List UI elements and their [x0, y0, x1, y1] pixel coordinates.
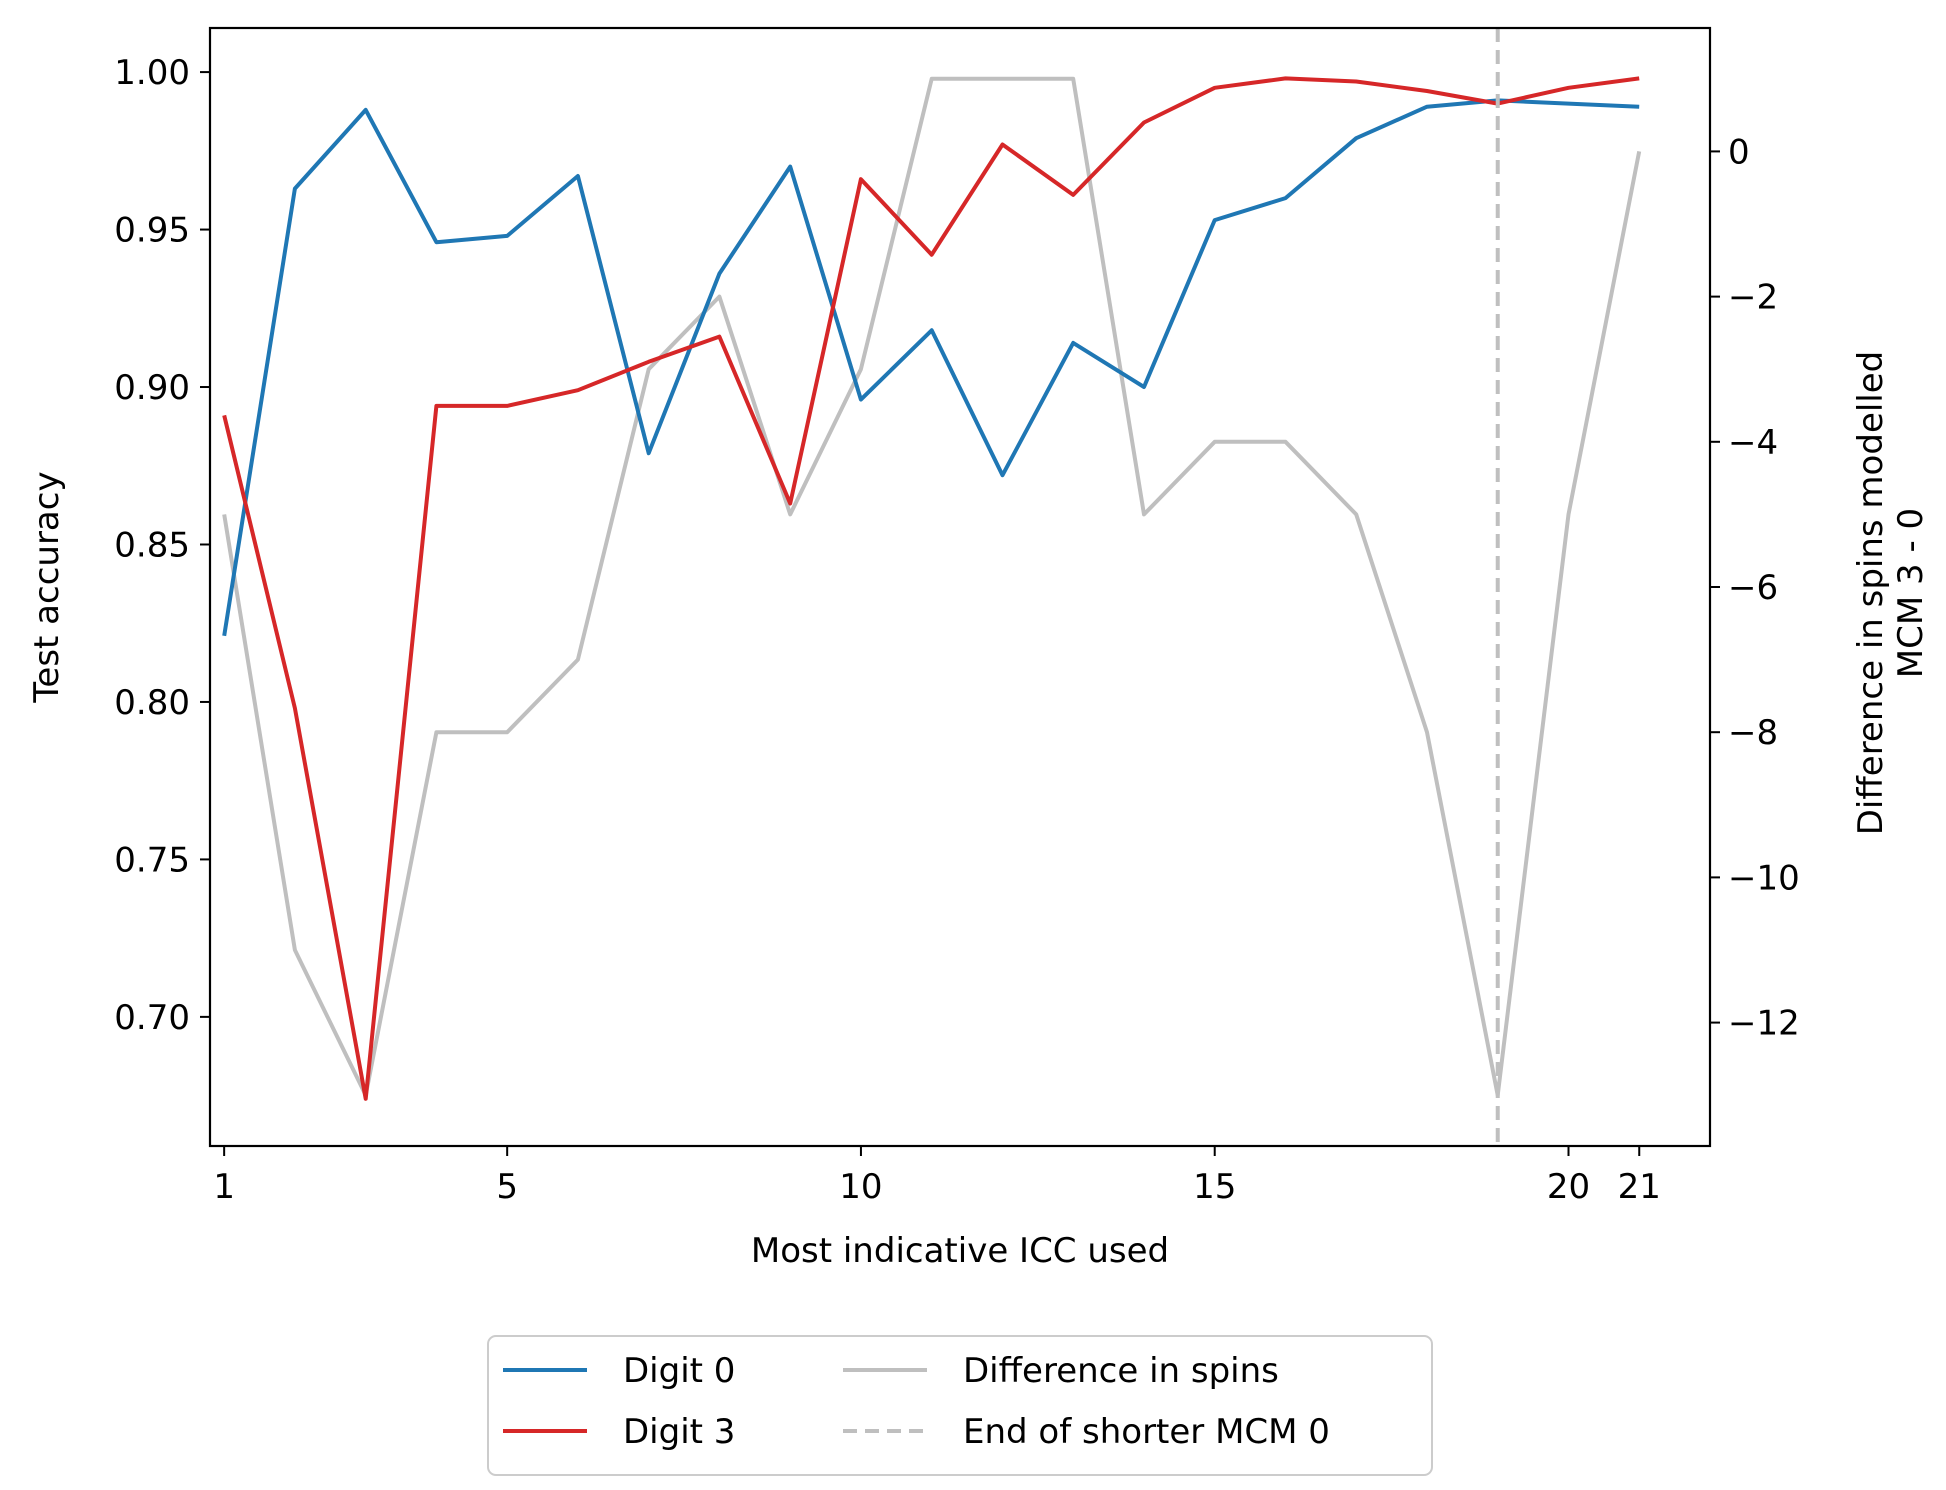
x-tick-label: 15: [1193, 1167, 1236, 1207]
y-tick-label: 0.70: [114, 998, 190, 1038]
x-tick-label: 5: [496, 1167, 518, 1207]
legend: Digit 0 Digit 3 Difference in spins End …: [487, 1335, 1433, 1476]
y2-tick-label: −10: [1728, 858, 1800, 898]
right-y-axis: 0 −2 −4 −6 −8 −10 −12: [1710, 132, 1800, 1044]
x-axis-label: Most indicative ICC used: [751, 1231, 1169, 1271]
y2-axis-label-line2: MCM 3 - 0: [1891, 508, 1931, 678]
legend-label-difference-in-spins: Difference in spins: [963, 1351, 1279, 1391]
x-tick-label: 20: [1547, 1167, 1590, 1207]
legend-label-digit-3: Digit 3: [623, 1412, 735, 1452]
plot-area: [222, 28, 1642, 1146]
y2-tick-label: −4: [1728, 423, 1778, 463]
plot-frame: [208, 26, 1712, 1148]
y-tick-label: 0.75: [114, 840, 190, 880]
y2-axis-label-line1: Difference in spins modelled: [1851, 351, 1891, 836]
y-tick-label: 0.95: [114, 211, 190, 251]
y-tick-label: 0.90: [114, 368, 190, 408]
y-tick-label: 0.80: [114, 683, 190, 723]
legend-label-digit-0: Digit 0: [623, 1351, 735, 1391]
y2-tick-label: −12: [1728, 1004, 1800, 1044]
y-axis-label: Test accuracy: [27, 471, 67, 703]
series-line-digit-3: [222, 76, 1640, 1101]
y-tick-label: 1.00: [114, 53, 190, 93]
y-tick-label: 0.85: [114, 525, 190, 565]
legend-box: [487, 1335, 1433, 1476]
legend-label-end-of-shorter-mcm-0: End of shorter MCM 0: [963, 1412, 1330, 1452]
x-tick-label: 10: [839, 1167, 882, 1207]
left-y-axis: 0.70 0.75 0.80 0.85 0.90 0.95 1.00: [114, 53, 210, 1038]
y2-tick-label: −2: [1728, 278, 1778, 318]
y2-tick-label: −8: [1728, 713, 1778, 753]
x-axis: 1 5 10 15 20 21: [213, 1146, 1661, 1207]
x-tick-label: 1: [213, 1167, 235, 1207]
y2-tick-label: −6: [1728, 568, 1778, 608]
series-line-difference-in-spins: [222, 76, 1642, 1098]
y2-tick-label: 0: [1728, 132, 1750, 172]
x-tick-label: 21: [1618, 1167, 1661, 1207]
series-line-digit-0: [222, 98, 1640, 637]
